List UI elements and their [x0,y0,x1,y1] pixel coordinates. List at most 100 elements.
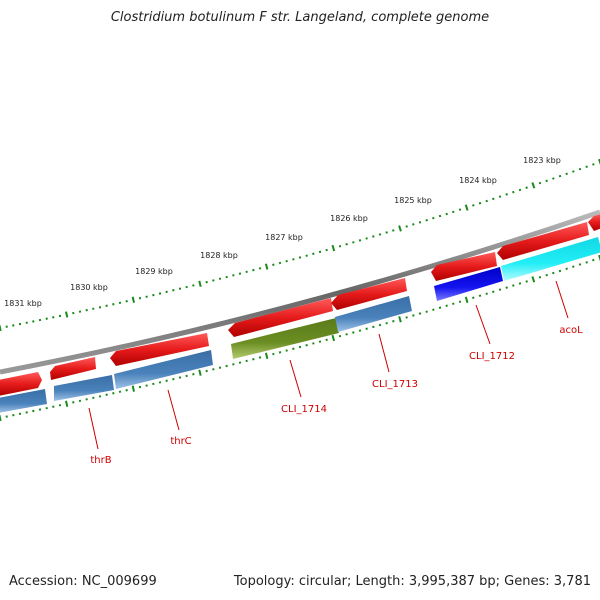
thrb-leader [88,407,99,450]
gene-reverse-2[interactable] [54,375,114,401]
inner-ruler-major-tick [264,352,269,359]
inner-ruler-minor-tick [298,345,302,349]
inner-ruler-minor-tick [518,282,522,285]
inner-ruler-minor-tick [338,334,342,338]
outer-ruler-minor-tick [485,199,488,203]
thrc-leader [167,389,180,431]
cds-forward-1[interactable] [0,372,42,396]
outer-ruler-minor-tick [392,229,395,232]
inner-ruler-minor-tick [185,374,188,378]
scale-label-1826: 1826 kbp [330,214,368,223]
inner-ruler-minor-tick [225,364,228,368]
inner-ruler-minor-tick [305,344,308,347]
cds-forward-7[interactable] [497,222,589,260]
outer-ruler-minor-tick [358,239,362,242]
inner-ruler-minor-tick [545,273,548,277]
outer-ruler-minor-tick [505,193,508,196]
gene-reverse-3[interactable] [114,350,213,389]
scale-label-1831: 1831 kbp [4,299,42,308]
cli1714-leader [289,359,302,398]
gene-cli1713[interactable] [335,296,412,332]
gene-cli1712[interactable] [434,267,503,301]
outer-ruler-minor-tick [405,225,408,228]
inner-ruler-minor-tick [192,373,195,376]
inner-ruler-minor-tick [412,314,415,317]
outer-ruler-minor-tick [372,235,375,238]
cds-forward-3[interactable] [110,333,209,366]
outer-ruler-minor-tick [285,259,288,263]
gene-label-cli1712[interactable]: CLI_1712 [469,351,515,362]
outer-ruler [0,158,600,332]
outer-ruler-minor-tick [365,237,368,240]
outer-ruler-minor-tick [545,179,548,183]
gene-label-cli1714[interactable]: CLI_1714 [281,404,327,415]
outer-ruler-minor-tick [232,274,235,277]
inner-ruler-minor-tick [318,340,322,343]
inner-ruler-minor-tick [165,379,168,383]
inner-ruler-minor-tick [392,320,395,323]
cds-forward-4[interactable] [228,298,333,337]
outer-ruler-minor-tick [458,208,462,211]
inner-ruler-minor-tick [472,296,475,300]
outer-ruler-minor-tick [378,233,382,236]
outer-ruler-minor-tick [298,256,302,259]
outer-ruler-minor-tick [345,243,348,246]
forward-strand-track [0,214,600,396]
outer-ruler-major-tick [331,244,336,252]
inner-ruler-minor-tick [205,369,208,373]
outer-ruler-minor-tick [325,248,328,252]
inner-ruler-minor-tick [485,292,488,296]
inner-ruler-minor-tick [405,316,408,319]
inner-ruler-minor-tick [145,384,148,387]
gene-cli1714[interactable] [231,318,339,359]
gene-leader-lines [88,280,569,450]
inner-ruler-minor-tick [152,382,155,386]
inner-ruler-major-tick [131,385,135,392]
gene-label-acol[interactable]: acoL [559,325,583,336]
inner-ruler-minor-tick [345,333,348,336]
reverse-strand-track [0,237,600,413]
gene-label-thrc[interactable]: thrC [170,436,191,447]
cds-forward-8[interactable] [588,214,600,231]
inner-ruler-major-tick [531,276,536,283]
outer-ruler-minor-tick [512,190,515,194]
outer-ruler-minor-tick [425,218,428,222]
inner-ruler-minor-tick [385,321,388,325]
outer-ruler-minor-tick [452,210,455,214]
outer-ruler-minor-tick [205,280,208,284]
outer-ruler-minor-tick [312,252,315,255]
inner-ruler-major-tick [331,334,336,342]
inner-ruler-minor-tick [578,263,582,266]
outer-ruler-major-tick [598,158,600,165]
inner-ruler-minor-tick [505,286,508,289]
inner-ruler-minor-tick [292,347,295,350]
outer-ruler-minor-tick [498,195,502,198]
inner-ruler-minor-tick [478,294,482,298]
outer-ruler-minor-tick [552,177,555,180]
inner-ruler-minor-tick [452,302,455,306]
cds-forward-6[interactable] [431,252,497,281]
outer-ruler-minor-tick [565,172,568,176]
outer-ruler-major-tick [65,311,69,318]
outer-ruler-minor-tick [112,303,115,306]
gene-label-cli1713[interactable]: CLI_1713 [372,379,418,390]
cds-forward-2[interactable] [50,357,96,380]
inner-ruler-minor-tick [172,377,175,381]
cds-forward-5[interactable] [331,278,407,310]
gene-label-thrb[interactable]: thrB [90,455,111,466]
outer-ruler-minor-tick [578,167,582,171]
outer-ruler-minor-tick [185,285,188,289]
inner-ruler-minor-tick [285,349,288,352]
inner-ruler-minor-tick [378,323,382,327]
gene-reverse-1[interactable] [0,389,47,413]
outer-ruler-major-tick [464,204,469,211]
genome-backbone [0,209,600,375]
inner-ruler-major-tick [65,400,69,407]
inner-ruler [0,254,600,422]
scale-label-1829: 1829 kbp [135,267,173,276]
gene-acol[interactable] [501,237,600,281]
inner-ruler-minor-tick [125,388,128,392]
inner-ruler-minor-tick [438,306,442,309]
outer-ruler-minor-tick [172,289,175,292]
inner-ruler-minor-tick [565,267,568,271]
